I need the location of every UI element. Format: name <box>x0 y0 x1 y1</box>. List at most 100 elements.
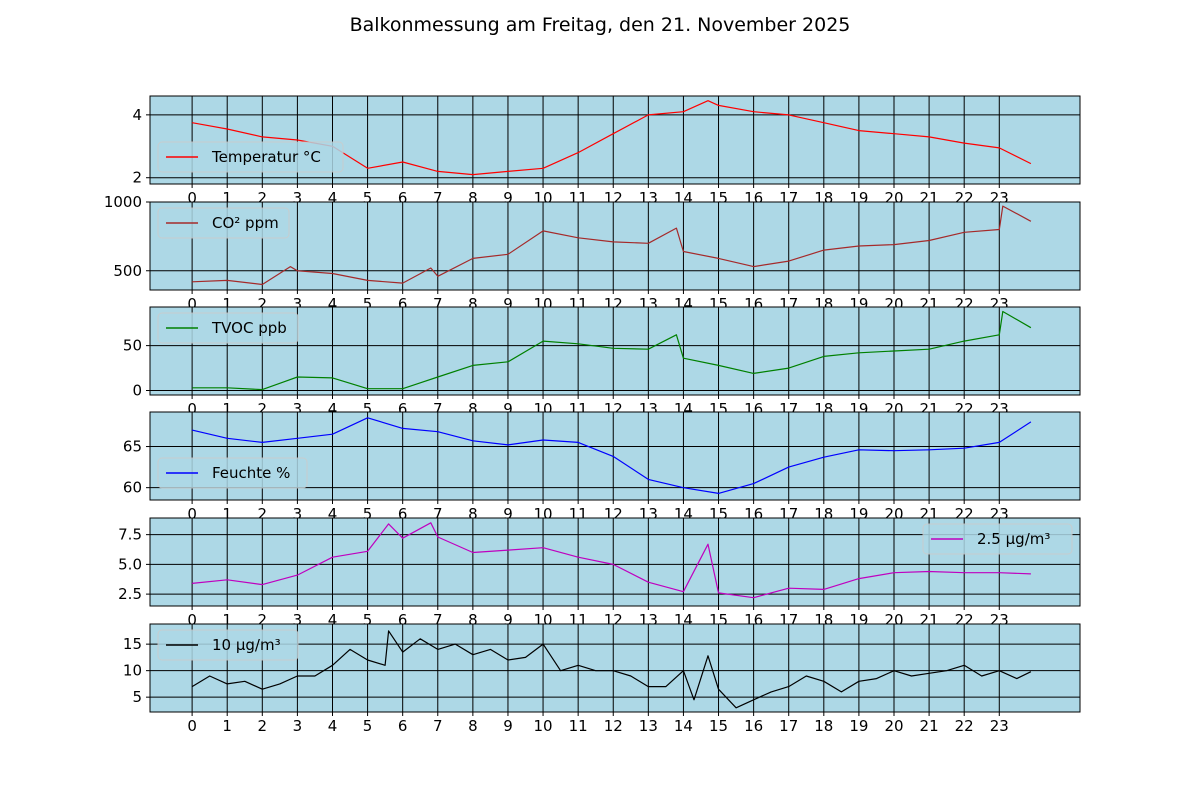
panel-3-xtick-label: 3 <box>293 400 303 418</box>
panel-4-xtick-label: 0 <box>187 505 197 523</box>
panel-6-frame <box>149 623 1081 713</box>
panel-5-legend: 2.5 µg/m³ <box>922 523 1073 555</box>
panel-6-xtick-label: 8 <box>468 717 478 735</box>
panel-2-xtick-label: 7 <box>433 295 443 313</box>
panel-6-xtick-label: 2 <box>258 717 268 735</box>
panel-3-xtick-label: 9 <box>503 400 513 418</box>
panel-1: 0 1 2 3 4 5 6 7 8 9 10 11 12 13 14 15 16 17 18 19 20 21 22 2324… <box>132 95 1081 207</box>
panel-3-frame <box>149 306 1081 396</box>
panel-4-ytick-label: 65 <box>123 438 142 456</box>
panel-5-xtick-label: 6 <box>398 611 408 629</box>
panel-2-xtick-label: 9 <box>503 295 513 313</box>
panel-3-xtick-label: 7 <box>433 400 443 418</box>
panel-4-frame <box>149 411 1081 501</box>
panel-5-xtick-label: 8 <box>468 611 478 629</box>
panel-3-legend: TVOC ppb <box>157 312 299 344</box>
panel-6-legend-label: 10 µg/m³ <box>212 636 281 654</box>
panel-5-xtick-label: 3 <box>293 611 303 629</box>
panel-3-ytick-label: 50 <box>123 337 142 355</box>
panel-2-ytick-label: 1000 <box>104 193 142 211</box>
panel-6-xtick-label: 7 <box>433 717 443 735</box>
panel-3-xtick-label: 8 <box>468 400 478 418</box>
panel-5-xtick-label: 2 <box>258 611 268 629</box>
panel-2-xtick-label: 6 <box>398 295 408 313</box>
panel-1-ytick-label: 2 <box>132 169 142 187</box>
panel-3-legend-box <box>157 312 299 344</box>
panel-6-xtick-label: 6 <box>398 717 408 735</box>
panel-1-xtick-label: 1 <box>222 189 232 207</box>
panel-4-xtick-label: 5 <box>363 505 373 523</box>
panel-4-legend-box <box>157 457 308 489</box>
panel-4-xtick-label: 7 <box>433 505 443 523</box>
panel-5-xtick-label: 5 <box>363 611 373 629</box>
panel-6-xtick-label: 16 <box>744 717 763 735</box>
panel-3-legend-label: TVOC ppb <box>211 319 287 337</box>
panel-6-xtick-label: 22 <box>955 717 974 735</box>
panel-3: 0 1 2 3 4 5 6 7 8 9 10 11 12 13 14 15 16 17 18 19 20 21 22 2305… <box>123 306 1081 418</box>
panel-5-ytick-label: 5.0 <box>118 555 142 573</box>
panel-6-xtick-label: 18 <box>814 717 833 735</box>
panel-2-series-line <box>192 205 1032 286</box>
panel-5-legend-label: 2.5 µg/m³ <box>977 530 1050 548</box>
panel-2-frame <box>149 201 1081 291</box>
panel-3-xtick-label: 1 <box>222 400 232 418</box>
panel-2-xtick-label: 1 <box>222 295 232 313</box>
panel-1-legend: Temperatur °C <box>157 141 344 173</box>
panel-2-xtick-label: 3 <box>293 295 303 313</box>
panel-5-xtick-label: 1 <box>222 611 232 629</box>
panel-6-legend-box <box>157 629 299 661</box>
panel-1-xtick-label: 7 <box>433 189 443 207</box>
panel-6-series-line <box>191 630 1032 709</box>
panel-3-xtick-label: 6 <box>398 400 408 418</box>
panel-6-xtick-label: 11 <box>569 717 588 735</box>
panel-3-background <box>150 307 1080 395</box>
panel-4-xtick-label: 6 <box>398 505 408 523</box>
panel-1-xtick-label: 8 <box>468 189 478 207</box>
panel-2-legend-box <box>157 207 290 239</box>
panel-5-xtick-label: 4 <box>328 611 338 629</box>
panel-3-ytick-label: 0 <box>132 382 142 400</box>
panel-1-xtick-label: 5 <box>363 189 373 207</box>
panel-1-xtick-label: 2 <box>258 189 268 207</box>
panel-4-xtick-label: 2 <box>258 505 268 523</box>
panel-6-xtick-label: 3 <box>293 717 303 735</box>
panel-6-xtick-label: 12 <box>604 717 623 735</box>
panel-1-legend-box <box>157 141 344 173</box>
figure-title: Balkonmessung am Freitag, den 21. Novemb… <box>350 14 851 36</box>
panel-2-xtick-label: 4 <box>328 295 338 313</box>
panel-5-series-line <box>192 522 1031 599</box>
panel-6-xtick-label: 21 <box>920 717 939 735</box>
panel-3-series-line <box>192 310 1032 391</box>
panel-6: 0 1 2 3 4 5 6 7 8 9 10 11 12 13 14 15 16 17 18 19 20 21 22 2351… <box>123 623 1081 735</box>
panel-6-xtick-label: 13 <box>639 717 658 735</box>
panel-4-legend-label: Feuchte % <box>212 464 290 482</box>
panel-3-xtick-label: 2 <box>258 400 268 418</box>
panel-5-frame <box>149 517 1081 607</box>
panel-1-xtick-label: 3 <box>293 189 303 207</box>
panel-6-xtick-label: 9 <box>503 717 513 735</box>
panel-6-xtick-label: 15 <box>709 717 728 735</box>
panel-2-background <box>150 202 1080 290</box>
panel-5-xtick-label: 0 <box>187 611 197 629</box>
panel-1-frame <box>149 95 1081 185</box>
panel-6-xtick-label: 5 <box>363 717 373 735</box>
panel-1-xtick-label: 0 <box>187 189 197 207</box>
subplot-panels: 0 1 2 3 4 5 6 7 8 9 10 11 12 13 14 15 16 17 18 19 20 21 22 2324… <box>104 95 1081 735</box>
panel-6-xtick-label: 17 <box>779 717 798 735</box>
panel-6-legend: 10 µg/m³ <box>157 629 299 661</box>
panel-6-xtick-label: 10 <box>534 717 553 735</box>
panel-3-xtick-label: 0 <box>187 400 197 418</box>
panel-1-xtick-label: 4 <box>328 189 338 207</box>
panel-2-legend: CO² ppm <box>157 207 290 239</box>
panel-6-ytick-label: 5 <box>132 688 142 706</box>
panel-5-xtick-label: 7 <box>433 611 443 629</box>
panel-4-xtick-label: 3 <box>293 505 303 523</box>
panel-4-xtick-label: 8 <box>468 505 478 523</box>
panel-6-xtick-label: 1 <box>222 717 232 735</box>
panel-4-xtick-label: 4 <box>328 505 338 523</box>
panel-5: 0 1 2 3 4 5 6 7 8 9 10 11 12 13 14 15 16 17 18 19 20 21 22 232.… <box>118 517 1081 629</box>
panel-2-xtick-label: 5 <box>363 295 373 313</box>
panel-4-xtick-label: 1 <box>222 505 232 523</box>
panel-4-series-line <box>191 417 1032 494</box>
panel-2-ytick-label: 500 <box>113 262 142 280</box>
